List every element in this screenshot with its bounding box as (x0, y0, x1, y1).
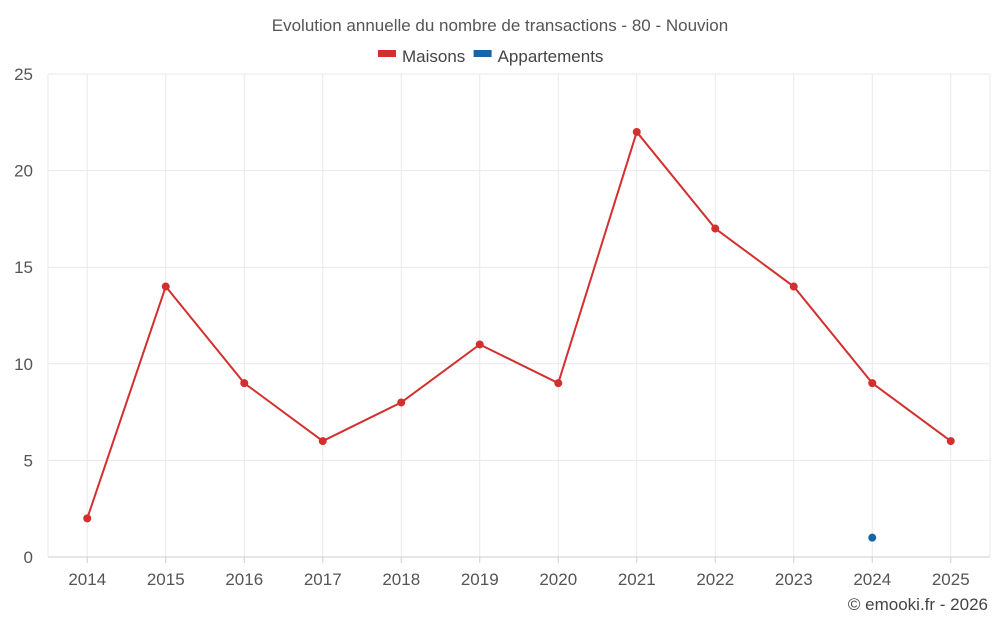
chart-title: Evolution annuelle du nombre de transact… (272, 16, 728, 35)
x-gridlines (47, 74, 991, 557)
y-tick-label: 0 (24, 548, 33, 567)
data-point[interactable] (475, 340, 484, 349)
credit-text: © emooki.fr - 2026 (848, 595, 988, 614)
data-point[interactable] (868, 533, 877, 542)
legend-swatch (378, 50, 396, 57)
legend-label[interactable]: Maisons (402, 47, 465, 66)
y-tick-label: 5 (24, 451, 33, 470)
y-tick-label: 10 (14, 355, 33, 374)
series-maisons (83, 127, 955, 523)
x-tick-label: 2019 (461, 570, 499, 589)
data-point[interactable] (83, 514, 92, 523)
data-point[interactable] (240, 379, 249, 388)
x-tick-label: 2024 (853, 570, 891, 589)
data-point[interactable] (397, 398, 406, 407)
x-tick-label: 2020 (539, 570, 577, 589)
data-point[interactable] (161, 282, 170, 291)
data-point[interactable] (632, 127, 641, 136)
legend: Maisons Appartements (378, 47, 603, 66)
x-tick-label: 2014 (68, 570, 106, 589)
y-tick-label: 15 (14, 258, 33, 277)
x-tick-label: 2023 (775, 570, 813, 589)
y-tick-label: 20 (14, 162, 33, 181)
x-tick-label: 2025 (932, 570, 970, 589)
x-tick-label: 2016 (225, 570, 263, 589)
y-axis-ticks: 0 5 10 15 20 25 (14, 65, 33, 567)
y-tick-label: 25 (14, 65, 33, 84)
legend-swatch (473, 50, 492, 57)
series-line (86, 129, 952, 519)
series-layer (83, 127, 955, 542)
data-point[interactable] (711, 224, 720, 233)
x-tick-label: 2018 (382, 570, 420, 589)
data-point[interactable] (789, 282, 798, 291)
data-point[interactable] (946, 437, 955, 446)
y-gridlines (48, 73, 990, 461)
x-tick-label: 2021 (618, 570, 656, 589)
x-tick-label: 2015 (147, 570, 185, 589)
legend-label[interactable]: Appartements (498, 47, 604, 66)
x-tick-label: 2017 (304, 570, 342, 589)
data-point[interactable] (318, 437, 327, 446)
data-point[interactable] (554, 379, 563, 388)
x-axis-ticks: 2014 2015 2016 2017 2018 2019 2020 2021 2022 2023… (68, 557, 970, 589)
data-point[interactable] (868, 379, 877, 388)
x-tick-label: 2022 (696, 570, 734, 589)
series-appartements (868, 533, 877, 542)
